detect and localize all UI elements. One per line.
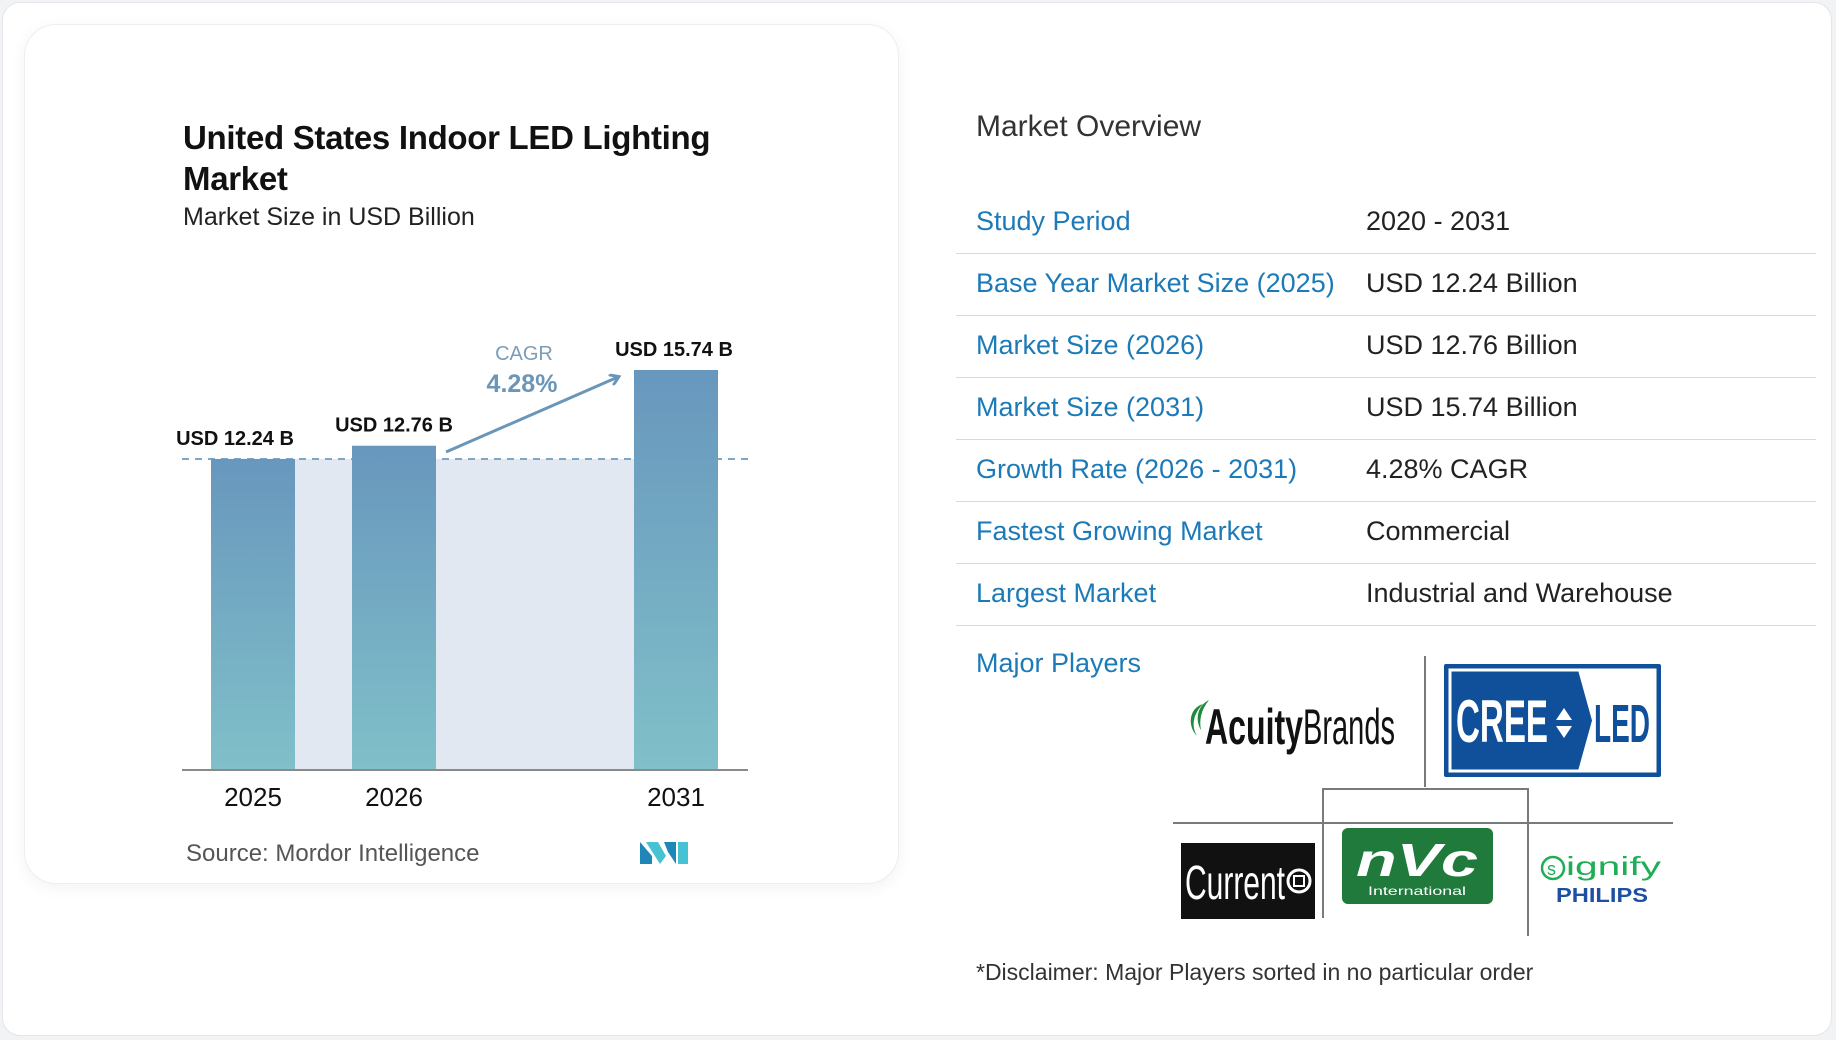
x-tick-label: 2031 xyxy=(647,782,705,812)
overview-label: Market Size (2026) xyxy=(976,330,1205,360)
x-tick-label: 2026 xyxy=(365,782,423,812)
overview-value: 2020 - 2031 xyxy=(1366,206,1511,236)
disclaimer: *Disclaimer: Major Players sorted in no … xyxy=(976,959,1534,985)
chart-source: Source: Mordor Intelligence xyxy=(186,840,480,867)
bar-chart: 2025 2026 2031 USD 12.24 B USD 12.76 B USD 15… xyxy=(176,339,752,812)
players-divider xyxy=(1322,788,1529,790)
overview-row: Base Year Market Size (2025) USD 12.24 B… xyxy=(956,254,1816,316)
overview-row: Market Size (2026) USD 12.76 Billion xyxy=(956,316,1816,378)
overview-row: Growth Rate (2026 - 2031) 4.28% CAGR xyxy=(956,440,1816,502)
bar-2026 xyxy=(352,445,436,770)
overview-title: Market Overview xyxy=(976,110,1202,143)
major-players-label: Major Players xyxy=(976,648,1142,678)
overview-row: Study Period 2020 - 2031 xyxy=(956,192,1816,254)
nvc-word: nVc xyxy=(1356,834,1478,886)
overview-value: 4.28% CAGR xyxy=(1366,454,1529,484)
overview-label: Market Size (2031) xyxy=(976,392,1205,422)
cree-word: CREE xyxy=(1456,688,1548,755)
acuity-word: Acuity xyxy=(1205,699,1303,755)
data-label: USD 12.24 B xyxy=(176,428,294,450)
chart-title: United States Indoor LED Lighting Market xyxy=(183,119,711,197)
overview-value: USD 12.24 Billion xyxy=(1366,268,1578,298)
cagr-arrow xyxy=(445,377,618,454)
overview-label: Largest Market xyxy=(976,578,1157,608)
overview-value: USD 12.76 Billion xyxy=(1366,330,1578,360)
bar-2031 xyxy=(634,370,718,770)
players-divider xyxy=(1527,788,1529,936)
chart-subtitle: Market Size in USD Billion xyxy=(183,203,475,231)
svg-text:s: s xyxy=(1547,859,1556,879)
overview-row: Market Size (2031) USD 15.74 Billion xyxy=(956,378,1816,440)
led-word: LED xyxy=(1594,694,1650,754)
players-divider xyxy=(1173,822,1673,824)
signify-philips-logo: s ignify PHILIPS xyxy=(1540,851,1661,907)
overview-row: Largest Market Industrial and Warehouse xyxy=(956,564,1816,626)
overview-label: Study Period xyxy=(976,206,1131,236)
overview-row: Fastest Growing Market Commercial xyxy=(956,502,1816,564)
nvc-logo: nVc International xyxy=(1342,828,1493,904)
current-word: Current xyxy=(1185,857,1285,910)
overview-label: Fastest Growing Market xyxy=(976,516,1263,546)
bar-2025 xyxy=(211,458,295,770)
overview-value: Commercial xyxy=(1366,516,1511,546)
cagr-label: CAGR xyxy=(495,343,553,365)
data-label: USD 12.76 B xyxy=(335,415,453,437)
overview-table: Study Period 2020 - 2031 Base Year Marke… xyxy=(956,192,1816,626)
current-logo: Current xyxy=(1181,843,1315,919)
x-tick-label: 2025 xyxy=(224,782,282,812)
mordor-intelligence-logo-icon xyxy=(640,842,688,864)
acuity-brands-logo: Acuity Brands xyxy=(1190,699,1395,755)
brands-word: Brands xyxy=(1303,699,1395,755)
cree-led-logo: CREE LED xyxy=(1444,664,1661,777)
signify-word: ignify xyxy=(1566,851,1661,881)
players-divider xyxy=(1322,788,1324,918)
overview-value: Industrial and Warehouse xyxy=(1366,578,1673,608)
philips-word: PHILIPS xyxy=(1556,885,1648,907)
overview-label: Growth Rate (2026 - 2031) xyxy=(976,454,1298,484)
overview-label: Base Year Market Size (2025) xyxy=(976,268,1335,298)
players-divider xyxy=(1424,656,1426,787)
nvc-subtitle: International xyxy=(1368,884,1466,898)
data-label: USD 15.74 B xyxy=(615,339,733,361)
overview-value: USD 15.74 Billion xyxy=(1366,392,1578,422)
cagr-value: 4.28% xyxy=(487,370,558,398)
